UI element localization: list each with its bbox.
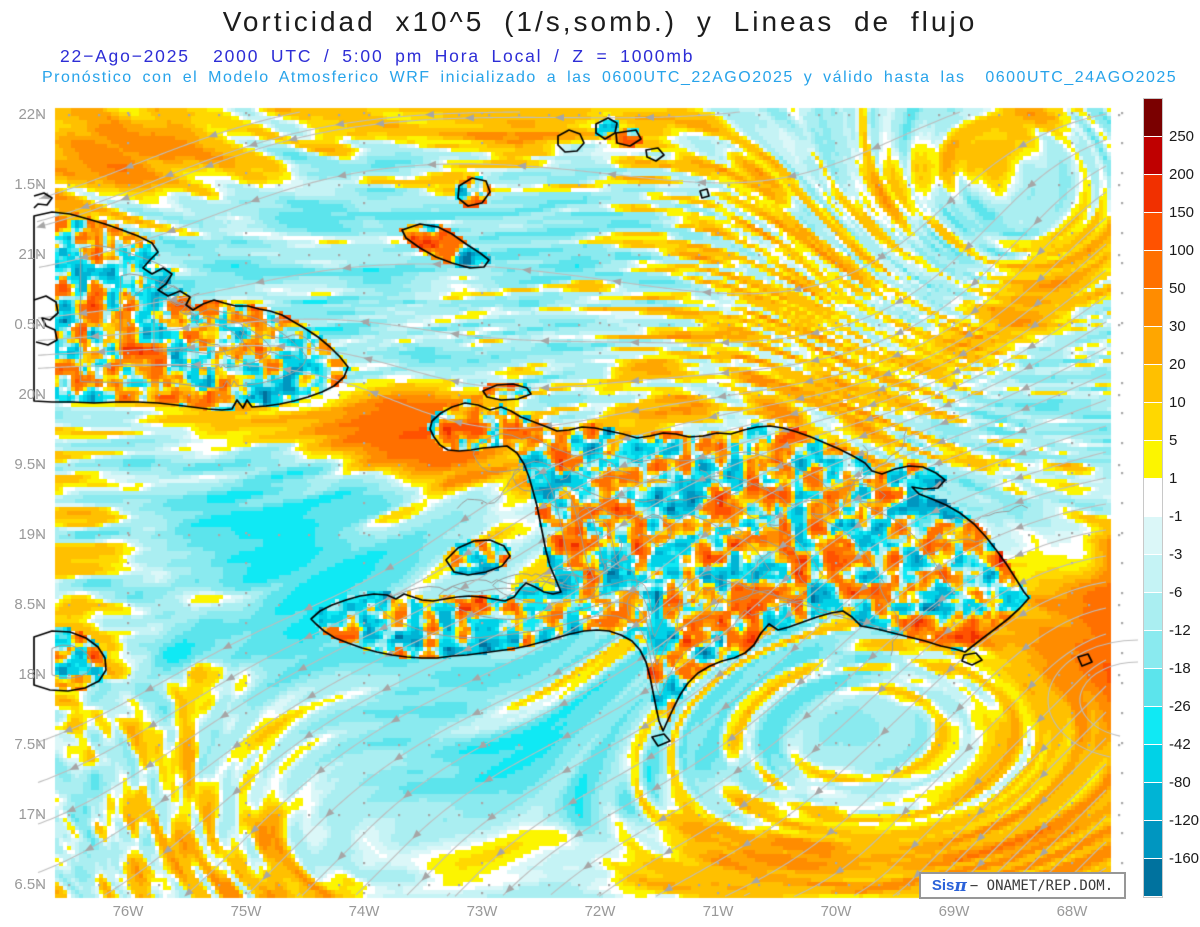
lon-tick-label: 71W xyxy=(702,903,734,920)
colorbar-segment xyxy=(1144,327,1162,365)
lat-tick-label: 20N xyxy=(18,386,46,403)
colorbar-tick-label: -120 xyxy=(1169,812,1200,829)
colorbar-segment xyxy=(1144,555,1162,593)
colorbar-tick-label: -80 xyxy=(1169,774,1191,791)
lon-tick-label: 75W xyxy=(230,903,262,920)
colorbar-segment xyxy=(1144,403,1162,441)
sispi-brand: Sis xyxy=(931,877,955,894)
page-title: Vorticidad x10^5 (1/s,somb.) y Lineas de… xyxy=(222,6,978,37)
onamet-attribution: − ONAMET/REP.DOM. xyxy=(969,877,1114,894)
colorbar-tick-label: 10 xyxy=(1169,394,1186,411)
colorbar-segment xyxy=(1144,631,1162,669)
colorbar-tick-label: -6 xyxy=(1169,584,1183,601)
lon-tick-label: 69W xyxy=(938,903,970,920)
colorbar-segment xyxy=(1144,365,1162,403)
lat-tick-label: 1.5N xyxy=(14,176,46,193)
vorticity-colorbar xyxy=(1143,98,1163,898)
lat-tick-label: 18N xyxy=(18,666,46,683)
lon-tick-label: 70W xyxy=(820,903,852,920)
lat-tick-label: 7.5N xyxy=(14,736,46,753)
lon-tick-label: 74W xyxy=(348,903,380,920)
colorbar-tick-label: 250 xyxy=(1169,128,1195,145)
watermark-box: Sis π − ONAMET/REP.DOM. xyxy=(919,872,1126,899)
colorbar-segment xyxy=(1144,745,1162,783)
colorbar-tick-label: -42 xyxy=(1169,736,1191,753)
lat-tick-label: 6.5N xyxy=(14,876,46,893)
colorbar-segment xyxy=(1144,441,1162,479)
colorbar-segment xyxy=(1144,517,1162,555)
colorbar-segment xyxy=(1144,137,1162,175)
colorbar-tick-label: 20 xyxy=(1169,356,1186,373)
forecast-info-subtitle: Pronóstico con el Modelo Atmosferico WRF… xyxy=(42,69,1178,86)
colorbar-segment xyxy=(1144,821,1162,859)
colorbar-tick-label: 150 xyxy=(1169,204,1195,221)
colorbar-segment xyxy=(1144,593,1162,631)
colorbar-segment xyxy=(1144,175,1162,213)
lat-tick-label: 19N xyxy=(18,526,46,543)
lat-tick-label: 22N xyxy=(18,106,46,123)
lat-tick-label: 17N xyxy=(18,806,46,823)
colorbar-segment xyxy=(1144,251,1162,289)
colorbar-tick-label: 100 xyxy=(1169,242,1195,259)
colorbar-tick-label: 50 xyxy=(1169,280,1186,297)
colorbar-segment xyxy=(1144,479,1162,517)
colorbar-tick-label: -18 xyxy=(1169,660,1191,677)
colorbar-tick-label: -26 xyxy=(1169,698,1191,715)
colorbar-segment xyxy=(1144,213,1162,251)
colorbar-segment xyxy=(1144,707,1162,745)
colorbar-tick-label: -160 xyxy=(1169,850,1200,867)
pi-icon: π xyxy=(954,875,967,896)
lon-tick-label: 72W xyxy=(584,903,616,920)
colorbar-tick-label: 200 xyxy=(1169,166,1195,183)
colorbar-tick-label: -1 xyxy=(1169,508,1183,525)
colorbar-tick-label: -3 xyxy=(1169,546,1183,563)
lon-tick-label: 76W xyxy=(112,903,144,920)
colorbar-tick-label: 1 xyxy=(1169,470,1178,487)
lat-tick-label: 8.5N xyxy=(14,596,46,613)
colorbar-tick-label: 30 xyxy=(1169,318,1186,335)
lon-tick-label: 68W xyxy=(1056,903,1088,920)
colorbar-segment xyxy=(1144,669,1162,707)
valid-time-subtitle: 22−Ago−2025 2000 UTC / 5:00 pm Hora Loca… xyxy=(60,46,695,66)
lat-tick-label: 21N xyxy=(18,246,46,263)
colorbar-tick-label: -12 xyxy=(1169,622,1191,639)
lon-tick-label: 73W xyxy=(466,903,498,920)
lat-tick-label: 0.5N xyxy=(14,316,46,333)
lat-tick-label: 9.5N xyxy=(14,456,46,473)
colorbar-segment xyxy=(1144,859,1162,897)
colorbar-segment xyxy=(1144,783,1162,821)
colorbar-segment xyxy=(1144,99,1162,137)
colorbar-tick-label: 5 xyxy=(1169,432,1178,449)
colorbar-segment xyxy=(1144,289,1162,327)
